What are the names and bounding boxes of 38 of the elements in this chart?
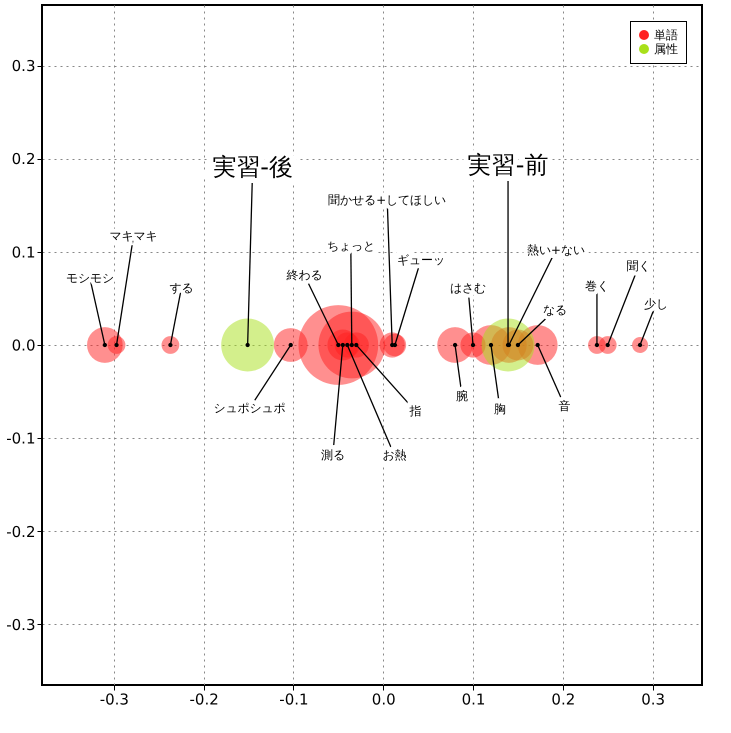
x-tick-label: -0.2 <box>189 690 219 708</box>
x-tick-label: -0.1 <box>279 690 309 708</box>
annotation: 腕 <box>456 389 468 403</box>
annotation: シュポシュポ <box>214 401 286 415</box>
y-tick-label: -0.3 <box>6 616 36 634</box>
annotation: 聞く <box>626 259 651 273</box>
annotation: マキマキ <box>110 229 158 243</box>
annotation: 測る <box>320 448 345 462</box>
annotation: 実習-前 <box>468 151 548 179</box>
annotation: お熱 <box>382 448 406 462</box>
x-tick-label: -0.3 <box>100 690 129 708</box>
y-tick-label: 0.0 <box>12 336 36 354</box>
annotation: 聞かせる+してほしい <box>328 193 446 207</box>
annotation: ちょっと <box>326 239 375 253</box>
y-tick-label: 0.1 <box>12 243 36 262</box>
x-tick-label: 0.2 <box>551 690 576 708</box>
annotation: 巻く <box>584 279 609 293</box>
annotation: する <box>169 281 194 295</box>
annotation: 音 <box>558 399 571 413</box>
annotation: なる <box>542 303 567 317</box>
annotation: 終わる <box>285 268 322 282</box>
annotation: 少し <box>644 297 668 311</box>
legend-label: 属性 <box>654 42 678 56</box>
annotation: 熱い+ない <box>526 243 585 257</box>
x-tick-label: 0.3 <box>641 690 666 708</box>
annotation: モシモシ <box>66 271 114 285</box>
annotation: 胸 <box>494 402 506 416</box>
y-tick-label: 0.2 <box>12 150 36 168</box>
annotation: ギューッ <box>396 253 445 267</box>
annotation: 実習-後 <box>212 153 293 181</box>
annotation: 指 <box>408 404 422 418</box>
x-tick-label: 0.1 <box>462 690 486 708</box>
x-tick-label: 0.0 <box>372 690 396 708</box>
y-tick-label: 0.3 <box>12 57 36 76</box>
legend-label: 単語 <box>654 28 678 42</box>
y-tick-label: -0.1 <box>6 430 36 448</box>
annotation: はさむ <box>450 281 486 295</box>
y-tick-label: -0.2 <box>6 522 36 541</box>
